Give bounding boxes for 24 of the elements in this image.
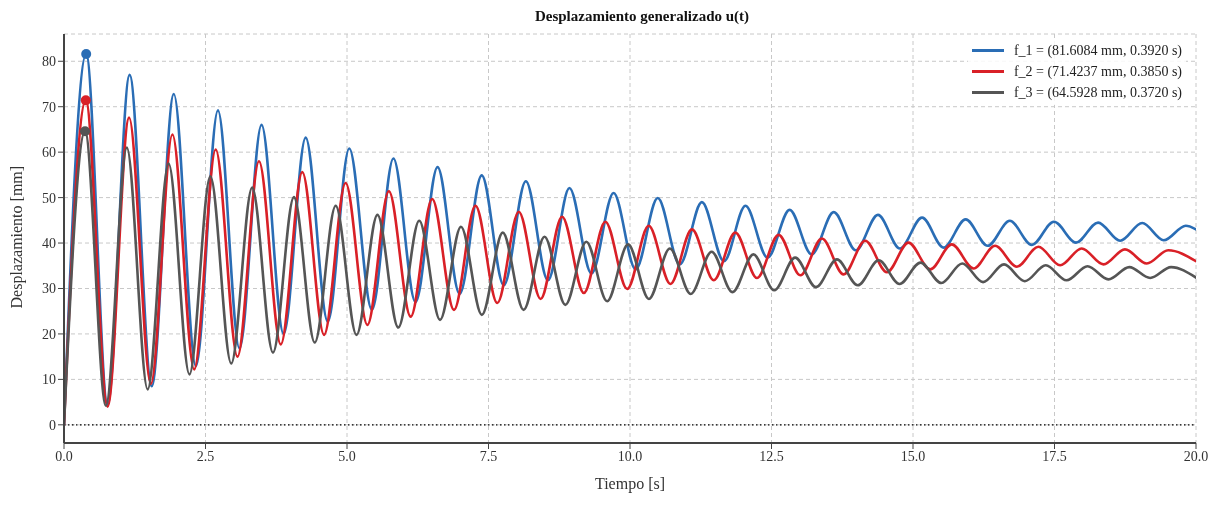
- y-tick-label: 30: [42, 281, 56, 297]
- x-tick-label: 17.5: [1042, 448, 1067, 464]
- x-tick-label: 15.0: [900, 448, 926, 464]
- legend-label: f_2 = (71.4237 mm, 0.3850 s): [1013, 63, 1182, 81]
- y-tick-label: 70: [42, 99, 56, 115]
- x-tick-label: 2.5: [196, 448, 215, 464]
- x-tick-label: 5.0: [338, 448, 356, 464]
- chart-title: Desplazamiento generalizado u(t): [533, 8, 751, 26]
- x-tick-label: 12.5: [759, 448, 784, 464]
- x-tick-label: 0.0: [55, 448, 73, 464]
- y-tick-label: 10: [42, 372, 56, 388]
- y-tick-label: 0: [49, 417, 56, 433]
- y-axis-title: Desplazamiento [mm]: [7, 165, 26, 309]
- x-axis-title: Tiempo [s]: [594, 475, 666, 493]
- x-tick-label: 10.0: [617, 448, 643, 464]
- x-tick-label: 7.5: [479, 448, 498, 464]
- y-tick-label: 40: [42, 236, 56, 252]
- x-tick-label: 20.0: [1183, 448, 1209, 464]
- legend-label: f_1 = (81.6084 mm, 0.3920 s): [1013, 42, 1182, 60]
- y-tick-label: 20: [42, 326, 56, 342]
- y-tick-label: 80: [42, 54, 56, 70]
- legend-label: f_3 = (64.5928 mm, 0.3720 s): [1013, 84, 1182, 102]
- y-tick-label: 60: [42, 145, 56, 161]
- y-tick-label: 50: [42, 190, 56, 206]
